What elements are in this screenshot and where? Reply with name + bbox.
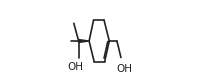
Polygon shape: [79, 40, 89, 42]
Text: OH: OH: [68, 62, 84, 72]
Text: OH: OH: [117, 64, 133, 74]
